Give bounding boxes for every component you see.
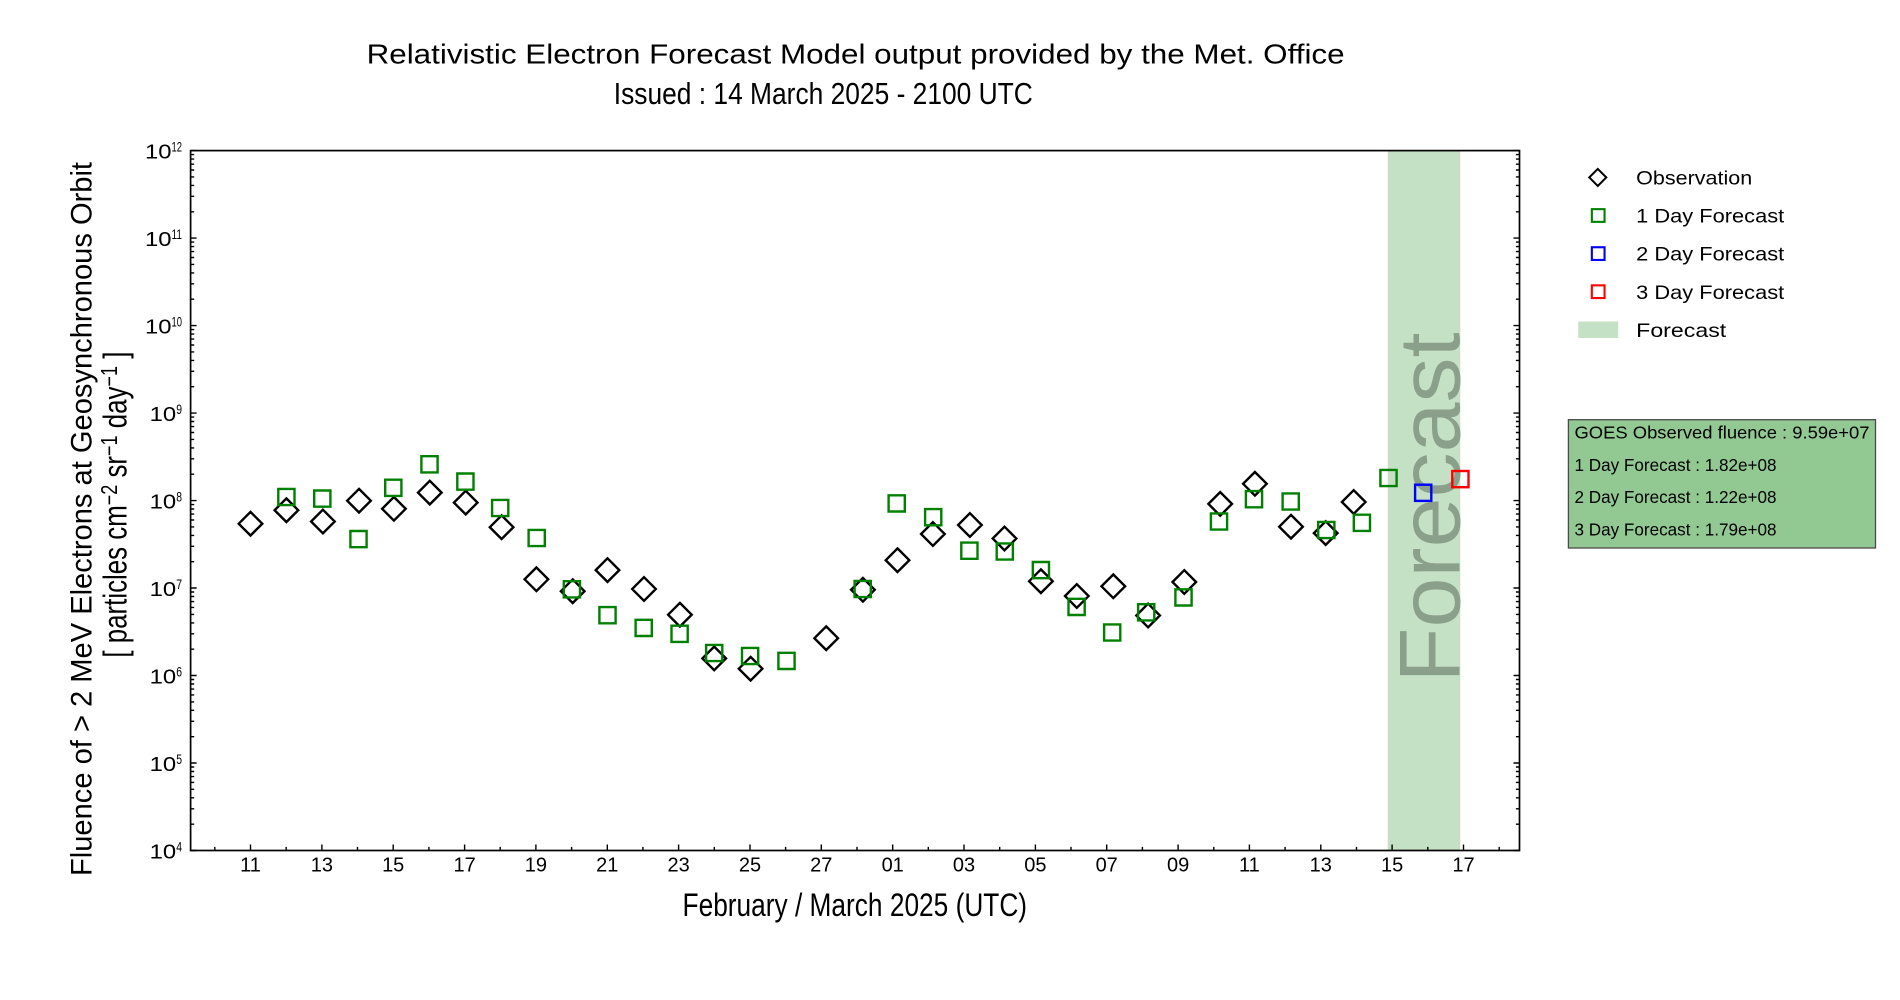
svg-text:15: 15 [382,855,404,877]
svg-text:10: 10 [150,754,177,776]
svg-text:10: 10 [145,317,172,339]
svg-text:01: 01 [882,855,904,877]
svg-text:17: 17 [453,855,475,877]
svg-text:Fluence of > 2 MeV Electrons a: Fluence of > 2 MeV Electrons at Geosynch… [66,161,99,876]
svg-text:10: 10 [145,142,172,164]
svg-text:07: 07 [1096,855,1118,877]
svg-text:7: 7 [176,576,182,592]
svg-text:10: 10 [150,841,177,863]
svg-text:10: 10 [150,404,177,426]
svg-text:4: 4 [176,838,182,854]
svg-text:11: 11 [172,226,183,242]
svg-text:11: 11 [1239,855,1260,877]
svg-text:05: 05 [1024,855,1046,877]
svg-text:5: 5 [176,751,182,767]
svg-text:Issued : 14 March 2025 - 2100: Issued : 14 March 2025 - 2100 UTC [614,76,1033,111]
svg-text:GOES Observed fluence : 9.59e+: GOES Observed fluence : 9.59e+07 [1575,423,1870,443]
svg-text:11: 11 [240,855,261,877]
svg-text:February / March 2025 (UTC): February / March 2025 (UTC) [683,887,1028,923]
svg-text:10: 10 [150,666,177,688]
svg-text:03: 03 [953,855,975,877]
svg-text:3 Day Forecast: 3 Day Forecast [1636,282,1785,304]
svg-text:3 Day Forecast : 1.79e+08: 3 Day Forecast : 1.79e+08 [1575,519,1777,539]
svg-text:27: 27 [810,855,832,877]
svg-text:Forecast: Forecast [1383,332,1479,682]
svg-text:17: 17 [1452,855,1474,877]
svg-text:10: 10 [150,579,177,601]
svg-text:2 Day Forecast : 1.22e+08: 2 Day Forecast : 1.22e+08 [1575,487,1777,507]
svg-text:10: 10 [150,491,177,513]
svg-text:15: 15 [1381,855,1403,877]
svg-text:10: 10 [145,229,172,251]
svg-text:1 Day Forecast : 1.82e+08: 1 Day Forecast : 1.82e+08 [1575,455,1777,475]
svg-text:09: 09 [1167,855,1189,877]
svg-text:8: 8 [176,488,182,504]
svg-text:13: 13 [1310,855,1332,877]
svg-text:23: 23 [667,855,689,877]
svg-text:19: 19 [525,855,547,877]
svg-text:1 Day Forecast: 1 Day Forecast [1636,206,1785,228]
svg-text:10: 10 [172,313,183,329]
svg-text:12: 12 [172,138,183,154]
svg-text:13: 13 [311,855,333,877]
svg-text:21: 21 [596,855,618,877]
svg-text:Relativistic Electron Forecast: Relativistic Electron Forecast Model out… [367,38,1345,69]
svg-text:9: 9 [176,401,182,417]
svg-text:2 Day Forecast: 2 Day Forecast [1636,244,1785,266]
svg-text:25: 25 [739,855,761,877]
svg-text:Observation: Observation [1636,168,1752,190]
svg-text:6: 6 [176,663,182,679]
svg-text:Forecast: Forecast [1636,320,1727,342]
